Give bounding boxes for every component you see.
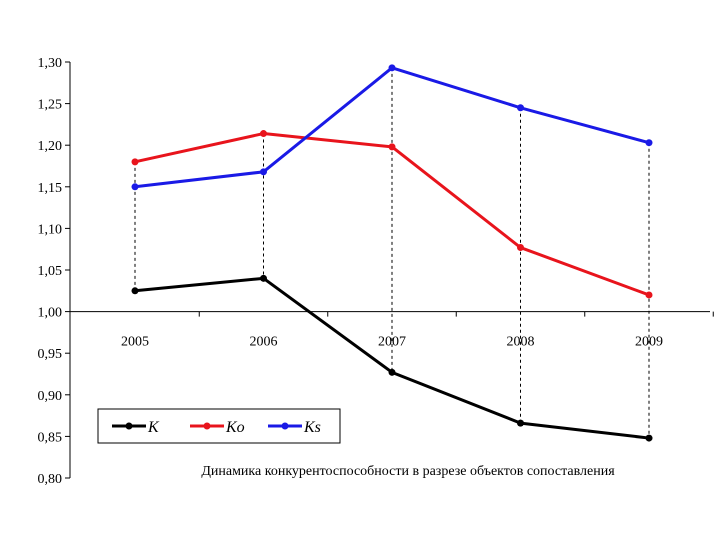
y-tick-label: 1,15: [38, 181, 63, 196]
y-tick-label: 1,25: [38, 98, 63, 113]
y-tick-label: 1,10: [38, 222, 63, 237]
x-axis: 2005 2006 2007 2008 2009: [69, 311, 714, 350]
x-tick-label: 2005: [121, 335, 149, 350]
y-tick-label: 0,90: [38, 389, 63, 404]
data-point-ko: [645, 291, 653, 299]
data-point-k: [388, 368, 396, 376]
data-point-ks: [131, 183, 139, 191]
x-tick-label: 2009: [635, 335, 663, 350]
series-line-ks: [134, 66, 650, 189]
legend-label-ko: Ko: [225, 419, 245, 436]
legend-label-ks: Ks: [303, 419, 321, 436]
legend-marker-ks: [281, 422, 289, 430]
data-point-ks: [645, 139, 653, 147]
data-point-ks: [388, 64, 396, 72]
data-point-k: [645, 434, 653, 442]
y-tick-label: 1,30: [38, 56, 63, 71]
x-tick-label: 2007: [378, 335, 406, 350]
y-tick-label: 1,05: [38, 264, 63, 279]
data-point-ks: [517, 104, 524, 112]
data-point-ko: [131, 158, 139, 166]
y-tick-label: 1,00: [38, 306, 63, 321]
data-point-ks: [260, 168, 267, 176]
y-tick-label: 1,20: [38, 139, 63, 154]
y-tick-label: 0,80: [38, 472, 63, 487]
legend-marker-ko: [203, 422, 211, 430]
x-tick-label: 2008: [507, 335, 535, 350]
legend-label-k: K: [147, 419, 160, 436]
data-point-ko: [260, 130, 267, 138]
drop-lines: [134, 67, 650, 439]
series-group: [131, 64, 653, 442]
chart-annotation: Динамика конкурентоспособности в разрезе…: [201, 464, 615, 479]
x-tick-label: 2006: [250, 335, 278, 350]
y-tick-label: 0,95: [38, 347, 63, 362]
y-axis: 0,80 0,85 0,90 0,95 1,00 1,05 1,10 1,15 1,20 1,25…: [38, 56, 71, 487]
data-point-ko: [388, 143, 396, 151]
data-point-ko: [517, 244, 524, 252]
data-point-k: [260, 274, 267, 282]
data-point-k: [131, 287, 139, 295]
data-point-k: [517, 419, 524, 427]
legend: K Ko Ks: [97, 408, 341, 444]
y-tick-label: 0,85: [38, 430, 63, 445]
legend-marker-k: [125, 422, 133, 430]
